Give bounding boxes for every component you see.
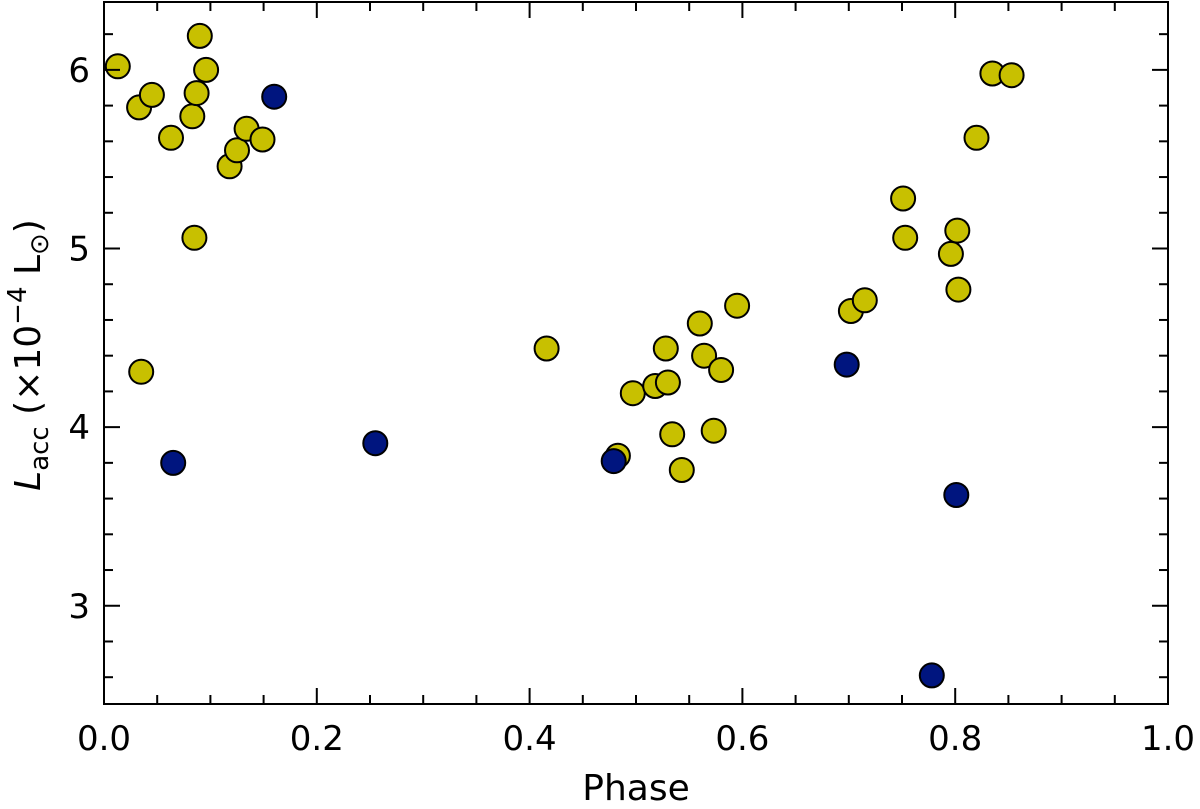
plot-area-frame — [103, 1, 1169, 705]
y-tick-label: 5 — [68, 230, 90, 270]
y-tick-label: 4 — [68, 408, 90, 448]
data-point — [179, 103, 206, 130]
x-tick-label: 0.4 — [503, 719, 557, 759]
data-point — [619, 380, 646, 407]
y-tick-label: 3 — [68, 587, 90, 627]
data-point — [600, 448, 627, 475]
data-point — [691, 342, 718, 369]
data-point — [160, 449, 187, 476]
data-point — [249, 126, 276, 153]
data-point — [104, 53, 131, 80]
data-point — [963, 124, 990, 151]
data-point — [892, 224, 919, 251]
data-point — [533, 335, 560, 362]
x-tick-label: 0.0 — [77, 719, 131, 759]
data-point — [708, 357, 735, 383]
data-point — [724, 292, 751, 319]
data-point — [654, 369, 681, 396]
data-point — [186, 22, 213, 49]
y-axis: 3 4 5 6 — [68, 33, 1168, 679]
x-tick-label: 0.2 — [290, 719, 344, 759]
data-point — [833, 351, 860, 378]
data-point — [183, 80, 210, 107]
data-point — [943, 482, 970, 508]
data-point — [261, 83, 288, 110]
data-point — [851, 287, 878, 314]
x-tick-label: 0.6 — [715, 719, 769, 759]
x-axis-label: Phase — [582, 768, 690, 809]
y-axis-label: Lacc (×10−4 L⊙) — [3, 219, 55, 491]
data-point — [668, 457, 695, 483]
data-point — [652, 335, 679, 362]
data-point — [998, 62, 1025, 89]
data-point — [224, 137, 250, 164]
data-point — [945, 276, 972, 303]
data-point — [700, 417, 727, 444]
data-point — [918, 662, 945, 689]
data-point — [944, 217, 971, 244]
data-point — [193, 56, 220, 83]
data-point — [362, 430, 389, 457]
x-tick-label: 1.0 — [1141, 719, 1195, 759]
data-point — [138, 81, 165, 108]
y-tick-label: 6 — [68, 51, 90, 91]
data-point — [158, 124, 184, 151]
x-axis: 0.0 0.2 0.4 0.6 0.8 1.0 — [77, 2, 1195, 759]
data-point — [659, 421, 686, 448]
data-point — [181, 224, 208, 251]
data-point — [686, 310, 713, 337]
data-point — [937, 240, 964, 267]
data-point — [890, 185, 917, 212]
x-tick-label: 0.8 — [928, 719, 982, 759]
data-markers — [104, 22, 1025, 689]
data-point — [128, 358, 155, 385]
